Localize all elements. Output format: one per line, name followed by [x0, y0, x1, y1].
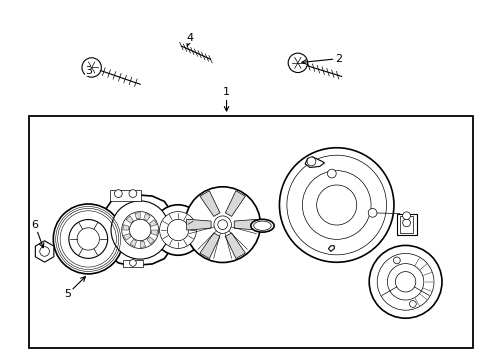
Circle shape: [184, 187, 260, 262]
Circle shape: [77, 228, 99, 250]
Polygon shape: [106, 194, 169, 266]
Circle shape: [393, 257, 400, 264]
Circle shape: [40, 247, 49, 256]
Polygon shape: [151, 230, 157, 235]
Circle shape: [129, 219, 150, 241]
Polygon shape: [225, 191, 245, 216]
Circle shape: [306, 157, 315, 166]
Polygon shape: [149, 220, 157, 226]
Polygon shape: [305, 157, 324, 167]
Circle shape: [111, 201, 169, 259]
Text: 4: 4: [186, 33, 193, 46]
Circle shape: [367, 208, 376, 217]
Circle shape: [402, 212, 409, 220]
Bar: [109, 190, 141, 201]
Circle shape: [279, 148, 393, 262]
Text: 1: 1: [223, 87, 229, 111]
Polygon shape: [225, 233, 245, 258]
Text: 2: 2: [301, 54, 342, 64]
Polygon shape: [130, 239, 136, 247]
Polygon shape: [147, 237, 154, 244]
Polygon shape: [135, 212, 140, 219]
Polygon shape: [186, 219, 211, 230]
Circle shape: [167, 219, 188, 241]
Bar: [123, 260, 142, 267]
Polygon shape: [140, 241, 145, 247]
Circle shape: [327, 169, 336, 178]
Bar: [397, 214, 416, 235]
Polygon shape: [143, 213, 150, 221]
Text: 6: 6: [31, 220, 44, 248]
Polygon shape: [200, 233, 220, 258]
Circle shape: [122, 212, 158, 248]
Circle shape: [217, 220, 227, 230]
Circle shape: [129, 260, 136, 266]
Circle shape: [53, 204, 123, 274]
Polygon shape: [234, 219, 258, 230]
Circle shape: [152, 205, 203, 255]
Circle shape: [159, 212, 196, 248]
Circle shape: [213, 216, 231, 233]
Ellipse shape: [250, 219, 274, 232]
Circle shape: [368, 246, 441, 318]
Circle shape: [114, 190, 122, 197]
Polygon shape: [328, 246, 334, 251]
Polygon shape: [200, 191, 220, 216]
Circle shape: [402, 219, 409, 227]
Ellipse shape: [253, 221, 271, 230]
Circle shape: [408, 301, 415, 307]
Circle shape: [69, 220, 107, 258]
Bar: [399, 216, 412, 233]
Polygon shape: [123, 234, 130, 240]
Polygon shape: [126, 216, 133, 223]
Polygon shape: [35, 241, 54, 262]
Circle shape: [82, 58, 101, 77]
Bar: [28, 116, 471, 348]
Text: 5: 5: [64, 277, 85, 299]
Text: 3: 3: [84, 66, 92, 76]
Circle shape: [129, 190, 137, 197]
Polygon shape: [122, 225, 129, 230]
Circle shape: [287, 53, 307, 72]
